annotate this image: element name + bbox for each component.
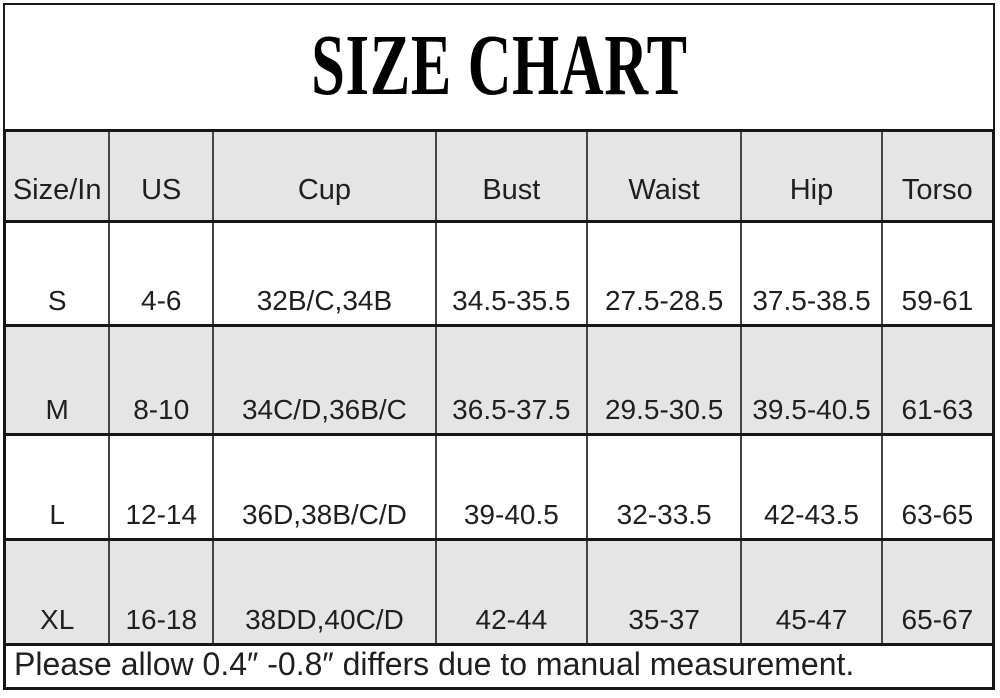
measurement-note: Please allow 0.4″ -0.8″ differs due to m… bbox=[3, 643, 995, 690]
table-cell: 39-40.5 bbox=[434, 432, 589, 542]
table-cell: 36.5-37.5 bbox=[434, 323, 589, 436]
header-cell-us: US bbox=[108, 129, 215, 223]
size-row-m: M 8-10 34C/D,36B/C 36.5-37.5 29.5-30.5 3… bbox=[3, 323, 995, 436]
table-cell: 42-43.5 bbox=[740, 432, 883, 542]
table-cell: 45-47 bbox=[740, 538, 883, 646]
header-row: Size/In US Cup Bust Waist Hip Torso bbox=[3, 129, 995, 223]
size-row-xl: XL 16-18 38DD,40C/D 42-44 35-37 45-47 65… bbox=[3, 538, 995, 646]
header-cell-torso: Torso bbox=[880, 129, 995, 223]
table-cell: 32-33.5 bbox=[585, 432, 743, 542]
table-cell: XL bbox=[3, 538, 111, 646]
table-cell: L bbox=[3, 432, 111, 542]
size-row-s: S 4-6 32B/C,34B 34.5-35.5 27.5-28.5 37.5… bbox=[3, 220, 995, 327]
table-cell: 59-61 bbox=[880, 220, 995, 327]
table-cell: 38DD,40C/D bbox=[212, 538, 437, 646]
header-cell-hip: Hip bbox=[740, 129, 883, 223]
table-cell: 61-63 bbox=[880, 323, 995, 436]
header-cell-size-in: Size/In bbox=[3, 129, 111, 223]
table-cell: 29.5-30.5 bbox=[585, 323, 743, 436]
header-cell-cup: Cup bbox=[212, 129, 437, 223]
table-cell: 4-6 bbox=[108, 220, 215, 327]
table-cell: 35-37 bbox=[585, 538, 743, 646]
size-chart-table: Size/In US Cup Bust Waist Hip Torso S 4-… bbox=[3, 129, 995, 690]
table-cell: 32B/C,34B bbox=[212, 220, 437, 327]
table-cell: 12-14 bbox=[108, 432, 215, 542]
table-cell: 37.5-38.5 bbox=[740, 220, 883, 327]
table-cell: S bbox=[3, 220, 111, 327]
table-cell: 27.5-28.5 bbox=[585, 220, 743, 327]
page-frame: SIZE CHART Size/In US Cup Bust Waist bbox=[3, 3, 995, 690]
table-cell: 63-65 bbox=[880, 432, 995, 542]
table-cell: 34C/D,36B/C bbox=[212, 323, 437, 436]
table-cell: 36D,38B/C/D bbox=[212, 432, 437, 542]
footer-row: Please allow 0.4″ -0.8″ differs due to m… bbox=[3, 643, 995, 690]
table-cell: M bbox=[3, 323, 111, 436]
table-cell: 8-10 bbox=[108, 323, 215, 436]
size-row-l: L 12-14 36D,38B/C/D 39-40.5 32-33.5 42-4… bbox=[3, 432, 995, 542]
table-cell: 39.5-40.5 bbox=[740, 323, 883, 436]
table-cell: 16-18 bbox=[108, 538, 215, 646]
header-cell-waist: Waist bbox=[585, 129, 743, 223]
table-cell: 34.5-35.5 bbox=[434, 220, 589, 327]
header-cell-bust: Bust bbox=[434, 129, 589, 223]
table-cell: 42-44 bbox=[434, 538, 589, 646]
table-cell: 65-67 bbox=[880, 538, 995, 646]
title-area: SIZE CHART bbox=[5, 5, 993, 127]
page-title: SIZE CHART bbox=[310, 17, 688, 114]
